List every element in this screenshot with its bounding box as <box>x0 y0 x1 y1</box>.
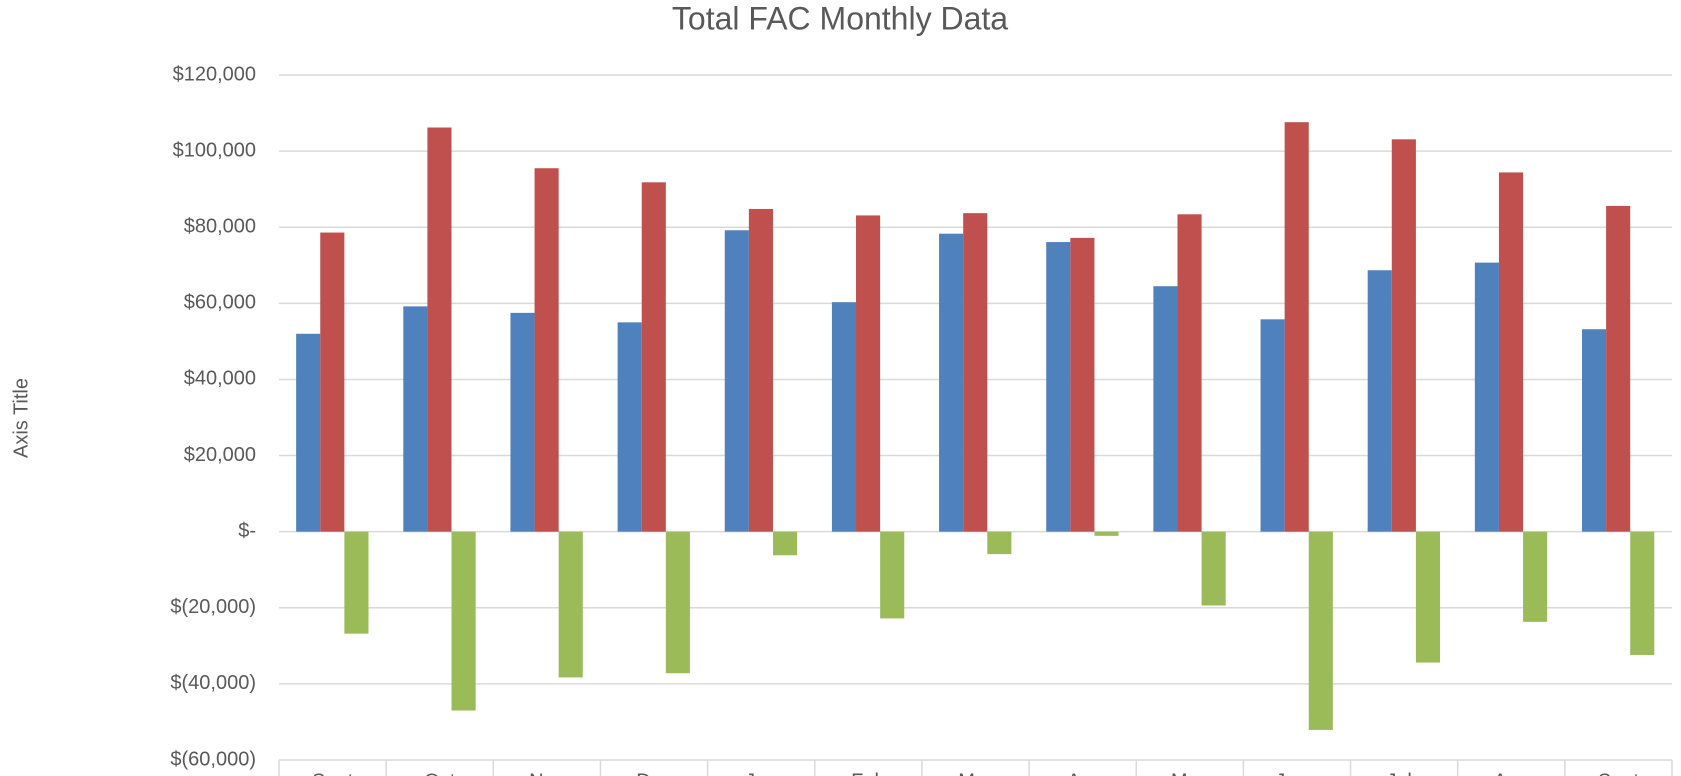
bar <box>963 213 988 532</box>
bar <box>403 306 428 532</box>
y-tick-label: $60,000 <box>184 292 256 314</box>
bar <box>1070 237 1095 532</box>
x-tick-label: Apr <box>1067 770 1098 776</box>
bar <box>1367 270 1392 532</box>
x-tick-label: Mar <box>958 770 993 776</box>
bar <box>534 168 559 532</box>
bar <box>1153 286 1178 532</box>
bar <box>772 531 798 556</box>
x-tick-label: May <box>1171 770 1209 776</box>
bar <box>344 531 369 634</box>
x-tick-label: Feb <box>851 770 885 776</box>
x-tick-label: Oct <box>424 770 456 776</box>
bar <box>831 302 857 532</box>
x-tick-label: Jan <box>745 770 777 776</box>
bar <box>1177 214 1202 532</box>
bar <box>665 531 690 674</box>
bar <box>1474 262 1499 532</box>
y-tick-label: $- <box>238 520 256 542</box>
y-tick-label: $100,000 <box>173 139 256 161</box>
y-tick-label: $120,000 <box>173 63 256 85</box>
bar <box>1308 531 1333 730</box>
bar <box>1606 205 1631 532</box>
x-tick-label: Sept <box>312 770 354 776</box>
bar <box>987 531 1012 555</box>
x-tick-label: Dec <box>636 770 672 776</box>
y-tick-label: $(20,000) <box>170 596 256 618</box>
bar <box>1391 139 1416 532</box>
bar <box>451 531 476 711</box>
bar <box>880 531 905 619</box>
y-axis-title: Axis Title <box>10 378 32 458</box>
x-tick-label: Sept <box>1598 770 1640 776</box>
x-tick-label: June <box>1275 770 1318 776</box>
y-tick-label: $20,000 <box>184 444 256 466</box>
bar <box>1201 531 1226 606</box>
y-tick-label: $(60,000) <box>170 748 256 770</box>
bar <box>748 208 773 532</box>
bar <box>617 322 642 532</box>
bar <box>510 312 535 532</box>
bar <box>1284 122 1309 532</box>
bar <box>1523 531 1548 622</box>
y-tick-label: $80,000 <box>184 216 256 238</box>
bar <box>1046 242 1071 532</box>
x-tick-label: July <box>1386 770 1422 776</box>
bar <box>1094 531 1119 536</box>
y-tick-label: $40,000 <box>184 368 256 390</box>
bar <box>296 333 321 532</box>
bar <box>1415 531 1441 663</box>
y-tick-label: $(40,000) <box>170 672 256 694</box>
x-tick-label: Aug <box>1493 770 1529 776</box>
bar <box>1630 531 1655 655</box>
bar <box>939 233 964 532</box>
bar <box>724 230 749 532</box>
bar <box>856 215 881 532</box>
x-tick-label: Nov <box>529 770 565 776</box>
bar <box>1498 172 1524 532</box>
bar <box>427 127 452 532</box>
bar <box>1260 319 1285 532</box>
chart-title: Total FAC Monthly Data <box>672 0 1008 36</box>
bar <box>558 531 583 678</box>
bar <box>1581 329 1607 532</box>
bar <box>320 232 345 532</box>
bar <box>641 182 666 532</box>
